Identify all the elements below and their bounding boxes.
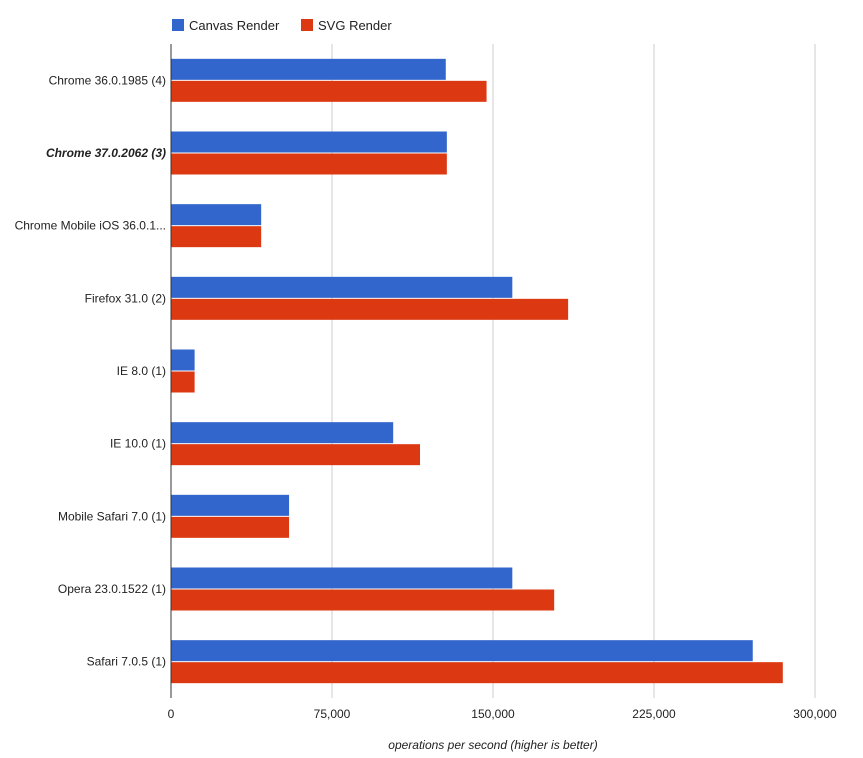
x-tick-label: 300,000 <box>793 707 837 721</box>
bar-canvas-render[interactable] <box>171 422 394 444</box>
bar-canvas-render[interactable] <box>171 567 513 589</box>
category-label: Safari 7.0.5 (1) <box>87 655 166 669</box>
bar-canvas-render[interactable] <box>171 640 753 662</box>
category-label: Opera 23.0.1522 (1) <box>58 582 166 596</box>
bar-svg-render[interactable] <box>171 80 487 102</box>
x-tick-label: 150,000 <box>471 707 515 721</box>
bar-canvas-render[interactable] <box>171 494 290 516</box>
bar-svg-render[interactable] <box>171 226 262 248</box>
bar-svg-render[interactable] <box>171 371 195 393</box>
bar-canvas-render[interactable] <box>171 349 195 371</box>
legend-label: Canvas Render <box>189 18 280 33</box>
bar-svg-render[interactable] <box>171 589 555 611</box>
bar-svg-render[interactable] <box>171 298 569 320</box>
category-label: IE 8.0 (1) <box>117 364 166 378</box>
legend: Canvas Render SVG Render <box>172 18 392 33</box>
category-label: Firefox 31.0 (2) <box>85 291 166 305</box>
x-tick-labels: 0 75,000 150,000 225,000 300,000 <box>168 707 837 721</box>
bar-canvas-render[interactable] <box>171 58 446 80</box>
legend-label: SVG Render <box>318 18 392 33</box>
category-label: Mobile Safari 7.0 (1) <box>58 509 166 523</box>
gridlines <box>331 44 816 698</box>
category-label: Chrome 37.0.2062 (3) <box>46 146 166 160</box>
x-tick-label: 0 <box>168 707 175 721</box>
bar-svg-render[interactable] <box>171 444 421 466</box>
bar-svg-render[interactable] <box>171 516 290 538</box>
bar-svg-render[interactable] <box>171 153 447 175</box>
bar-canvas-render[interactable] <box>171 204 262 226</box>
bar-svg-render[interactable] <box>171 662 783 684</box>
category-label: Chrome Mobile iOS 36.0.1... <box>15 219 166 233</box>
category-label: IE 10.0 (1) <box>110 437 166 451</box>
x-tick-label: 75,000 <box>314 707 351 721</box>
legend-swatch <box>172 19 184 31</box>
x-tick-label: 225,000 <box>632 707 676 721</box>
bar-canvas-render[interactable] <box>171 131 447 153</box>
x-axis-label: operations per second (higher is better) <box>388 738 597 752</box>
bars <box>171 58 783 684</box>
category-label: Chrome 36.0.1985 (4) <box>49 73 166 87</box>
legend-swatch <box>301 19 313 31</box>
category-labels: Chrome 36.0.1985 (4) Chrome 37.0.2062 (3)… <box>15 73 166 668</box>
bar-canvas-render[interactable] <box>171 276 513 298</box>
